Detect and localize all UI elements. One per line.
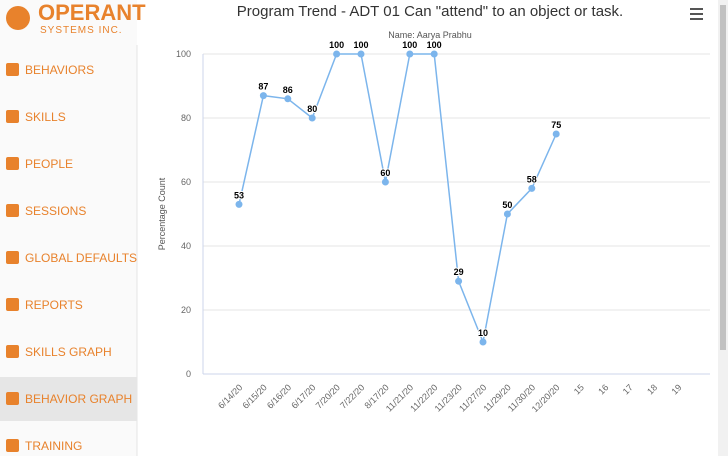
menu-icon — [6, 392, 19, 405]
data-point[interactable] — [284, 95, 292, 103]
menu-item[interactable]: SKILLS — [25, 110, 66, 124]
chart-subtitle: Name: Aarya Prabhu — [388, 30, 472, 40]
menu-icon — [6, 251, 19, 264]
x-tick-label: 18 — [645, 382, 659, 396]
x-tick-label: 6/15/20 — [241, 382, 269, 410]
data-label: 100 — [427, 40, 442, 50]
menu-icon — [6, 439, 19, 452]
scrollbar-thumb[interactable] — [720, 5, 726, 350]
menu-icon — [6, 345, 19, 358]
menu-item[interactable]: SESSIONS — [25, 204, 86, 218]
data-point[interactable] — [552, 130, 560, 138]
menu-item[interactable]: TRAINING — [25, 439, 82, 453]
data-label: 58 — [527, 174, 537, 184]
logo-icon — [6, 6, 30, 30]
data-label: 10 — [478, 328, 488, 338]
x-tick-label: 6/14/20 — [216, 382, 244, 410]
x-tick-label: 6/17/20 — [289, 382, 317, 410]
x-tick-label: 15 — [572, 382, 586, 396]
menu-active-bg — [0, 377, 137, 421]
x-tick-label: 7/20/20 — [314, 382, 342, 410]
y-tick-label: 40 — [181, 241, 191, 251]
menu-item[interactable]: REPORTS — [25, 298, 83, 312]
y-tick-label: 20 — [181, 305, 191, 315]
series-line — [238, 53, 557, 345]
data-label: 29 — [454, 267, 464, 277]
data-point[interactable] — [528, 184, 536, 192]
x-tick-label: 19 — [669, 382, 683, 396]
menu-icon — [6, 298, 19, 311]
data-point[interactable] — [357, 50, 365, 58]
data-label: 53 — [234, 190, 244, 200]
menu-icon — [6, 204, 19, 217]
x-tick-label: 6/16/20 — [265, 382, 293, 410]
y-tick-label: 0 — [186, 369, 191, 379]
data-point[interactable] — [455, 277, 463, 285]
y-tick-label: 80 — [181, 113, 191, 123]
menu-item[interactable]: BEHAVIOR GRAPH — [25, 392, 132, 406]
data-label: 86 — [283, 85, 293, 95]
logo-name: OPERANT — [38, 0, 146, 25]
data-point[interactable] — [381, 178, 389, 186]
y-axis-label: Percentage Count — [157, 177, 167, 250]
data-point[interactable] — [308, 114, 316, 122]
menu-item[interactable]: BEHAVIORS — [25, 63, 94, 77]
data-label: 87 — [258, 82, 268, 92]
data-point[interactable] — [430, 50, 438, 58]
data-point[interactable] — [503, 210, 511, 218]
data-label: 100 — [353, 40, 368, 50]
data-point[interactable] — [333, 50, 341, 58]
data-point[interactable] — [479, 338, 487, 346]
x-tick-label: 17 — [621, 382, 635, 396]
menu-item[interactable]: PEOPLE — [25, 157, 73, 171]
data-label: 60 — [380, 168, 390, 178]
y-tick-label: 100 — [176, 49, 191, 59]
data-label: 100 — [329, 40, 344, 50]
data-point[interactable] — [235, 200, 243, 208]
x-tick-label: 7/22/20 — [338, 382, 366, 410]
data-label: 80 — [307, 104, 317, 114]
menu-item[interactable]: SKILLS GRAPH — [25, 345, 112, 359]
menu-icon — [6, 157, 19, 170]
data-point[interactable] — [406, 50, 414, 58]
menu-item[interactable]: GLOBAL DEFAULTS — [25, 251, 137, 265]
menu-button[interactable] — [690, 8, 703, 20]
data-point[interactable] — [259, 92, 267, 100]
data-label: 100 — [402, 40, 417, 50]
menu-icon — [6, 110, 19, 123]
y-tick-label: 60 — [181, 177, 191, 187]
menu-icon — [6, 63, 19, 76]
logo-tagline: SYSTEMS INC. — [40, 25, 123, 36]
x-tick-label: 16 — [596, 382, 610, 396]
chart-title: Program Trend - ADT 01 Can "attend" to a… — [237, 3, 623, 20]
data-label: 75 — [551, 120, 561, 130]
data-label: 50 — [502, 200, 512, 210]
